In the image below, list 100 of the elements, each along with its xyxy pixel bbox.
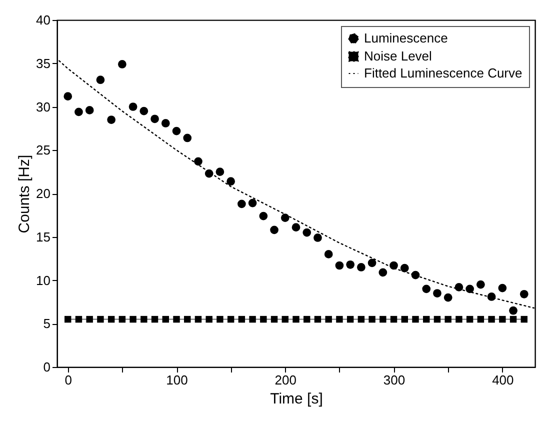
point: [64, 316, 72, 323]
x-tick-label: 400: [492, 372, 514, 388]
y-tick-label: 0: [43, 360, 50, 374]
point: [130, 316, 136, 323]
point: [161, 119, 170, 128]
point: [249, 316, 256, 323]
point: [346, 316, 354, 323]
point: [238, 316, 246, 323]
point: [335, 261, 344, 270]
point: [520, 290, 528, 298]
point: [75, 316, 82, 323]
point: [118, 60, 126, 68]
point: [96, 76, 105, 84]
point: [194, 157, 202, 166]
point: [194, 316, 202, 323]
point: [466, 316, 474, 323]
point: [433, 289, 442, 298]
point: [314, 316, 322, 323]
legend-label: Luminescence: [364, 30, 448, 46]
point: [357, 263, 366, 272]
point: [412, 316, 419, 323]
point: [140, 316, 148, 323]
point: [390, 316, 398, 323]
y-tick-label: 5: [43, 316, 50, 332]
point: [151, 316, 158, 323]
point: [444, 293, 452, 302]
point: [292, 223, 300, 232]
point: [260, 316, 267, 323]
point: [238, 200, 246, 208]
point: [150, 114, 159, 124]
point: [172, 126, 181, 136]
point: [128, 102, 138, 111]
point: [248, 198, 257, 208]
point: [292, 316, 300, 323]
point: [400, 264, 409, 272]
point: [423, 316, 430, 323]
point: [140, 106, 148, 116]
point: [184, 316, 191, 323]
point: [520, 316, 528, 323]
point: [456, 316, 462, 323]
y-tick-label: 30: [36, 99, 50, 114]
point: [378, 268, 388, 277]
point: [216, 316, 224, 323]
point: [206, 316, 212, 323]
point: [216, 168, 224, 176]
point: [86, 316, 93, 323]
point: [498, 284, 507, 292]
point: [74, 108, 83, 116]
point: [302, 228, 312, 237]
point: [259, 212, 268, 220]
x-tick-label: 0: [64, 372, 72, 388]
point: [173, 316, 180, 323]
point: [368, 316, 376, 323]
point: [422, 284, 431, 294]
point: [325, 316, 332, 323]
point: [434, 316, 441, 323]
point: [477, 316, 484, 323]
point: [466, 284, 474, 294]
y-tick-label: 20: [36, 186, 50, 201]
point: [270, 226, 278, 234]
legend-label: Fitted Luminescence Curve: [364, 66, 522, 80]
point: [499, 316, 506, 323]
y-tick-label: 25: [36, 142, 50, 158]
y-tick-label: 10: [36, 272, 50, 288]
point: [162, 316, 169, 323]
point: [444, 316, 452, 323]
point: [226, 177, 235, 186]
legend-label: Noise Level: [364, 48, 432, 64]
x-tick-label: 200: [274, 372, 296, 388]
point: [280, 214, 290, 222]
point: [488, 316, 495, 323]
point: [358, 316, 365, 323]
point: [401, 316, 408, 323]
x-tick-label: 100: [166, 372, 188, 388]
point: [85, 106, 94, 114]
point: [107, 116, 116, 124]
point: [336, 316, 343, 323]
point: [282, 316, 288, 323]
point: [509, 306, 518, 315]
y-tick-label: 35: [36, 56, 50, 71]
point: [380, 316, 386, 323]
point: [324, 250, 333, 258]
point: [476, 280, 485, 289]
y-tick-label: 40: [36, 12, 50, 28]
point: [270, 316, 278, 323]
point: [346, 260, 354, 269]
x-axis-title: Time [s]: [270, 390, 323, 408]
point: [183, 134, 192, 142]
point: [118, 316, 126, 323]
y-axis-title: Counts [Hz]: [16, 154, 34, 234]
point: [368, 258, 376, 268]
point: [108, 316, 115, 323]
y-tick-label: 15: [36, 229, 50, 244]
point: [314, 234, 322, 242]
point: [97, 316, 104, 323]
point: [304, 316, 310, 323]
point: [510, 316, 517, 323]
x-tick-label: 300: [383, 372, 406, 388]
point: [64, 92, 72, 101]
point: [227, 316, 234, 323]
